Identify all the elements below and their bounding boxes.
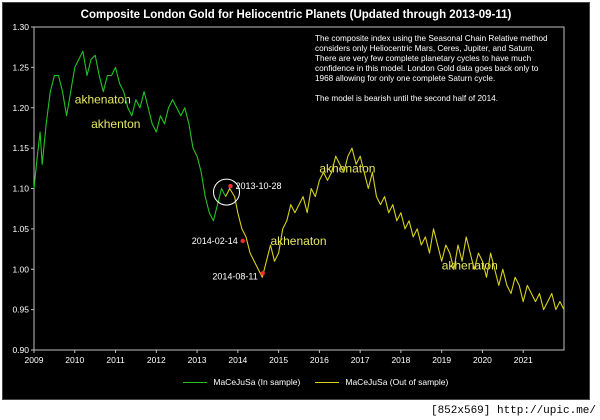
legend-item-out-of-sample: MaCeJuSa (Out of sample) [315,377,448,387]
x-tick-label: 2021 [514,355,533,365]
y-tick-label: 0.95 [12,305,29,315]
x-axis: 2009 2010 2011 2012 2013 2014 2015 2016 2017 2018… [25,350,533,365]
annotation-label: 2014-02-14 [192,236,238,246]
annotations: 2013-10-28 2014-02-14 2014-08-11 [192,178,282,281]
annotation-marker [228,183,233,189]
x-tick-label: 2015 [269,355,288,365]
legend-item-in-sample: MaCeJuSa (In sample) [183,377,300,387]
x-tick-label: 2012 [147,355,166,365]
note-paragraph-1: The composite index using the Seasonal C… [315,34,548,83]
x-tick-label: 2017 [351,355,370,365]
x-tick-label: 2019 [432,355,451,365]
legend-swatch-in-sample [183,382,207,384]
annotation-label: 2014-08-11 [212,271,257,281]
x-tick-label: 2011 [106,355,125,365]
legend-label-out-of-sample: MaCeJuSa (Out of sample) [345,377,449,387]
series-layer [33,50,565,311]
y-tick-label: 1.30 [12,22,29,32]
chart-title: Composite London Gold for Heliocentric P… [80,9,512,21]
note-paragraph-2: The model is bearish until the second ha… [315,94,498,103]
watermark-text: akhenaton [75,93,131,107]
y-axis: 0.90 0.95 1.00 1.05 1.10 1.15 1.20 1.25 1.30 [12,22,34,355]
x-tick-label: 2014 [228,355,247,365]
legend-swatch-out-of-sample [315,382,339,384]
y-tick-label: 1.00 [12,264,29,274]
highlight-circle [213,178,241,206]
y-tick-label: 1.25 [12,62,29,72]
x-tick-label: 2010 [65,355,84,365]
chart-frame: Composite London Gold for Heliocentric P… [2,2,590,400]
watermark-text: akhenton [91,117,140,131]
y-tick-label: 1.15 [12,143,29,153]
series-line-out-of-sample [225,147,565,311]
x-tick-label: 2016 [310,355,329,365]
line-chart: 0.90 0.95 1.00 1.05 1.10 1.15 1.20 1.25 1.30 200… [12,22,565,365]
y-tick-label: 1.20 [12,103,29,113]
y-tick-label: 1.10 [12,184,29,194]
watermarks: akhenatonakhentonakhenatonakhenatonakhen… [75,93,498,273]
watermark-text: akhenaton [319,161,375,175]
image-footer: [852x569] http://upic.me/ [430,405,596,417]
x-tick-label: 2013 [188,355,207,365]
legend-label-in-sample: MaCeJuSa (In sample) [213,377,301,387]
x-tick-label: 2018 [391,355,410,365]
legend: MaCeJuSa (In sample) MaCeJuSa (Out of sa… [183,375,483,389]
annotation-label: 2013-10-28 [236,181,282,191]
watermark-text: akhenaton [270,234,326,248]
x-tick-label: 2009 [25,355,44,365]
x-tick-label: 2020 [473,355,492,365]
annotation-marker [240,238,245,244]
y-tick-label: 0.90 [12,345,29,355]
y-tick-label: 1.05 [12,224,29,234]
annotation-marker [260,271,265,276]
chart-note: The composite index using the Seasonal C… [315,34,555,114]
series-line-in-sample [33,50,227,222]
